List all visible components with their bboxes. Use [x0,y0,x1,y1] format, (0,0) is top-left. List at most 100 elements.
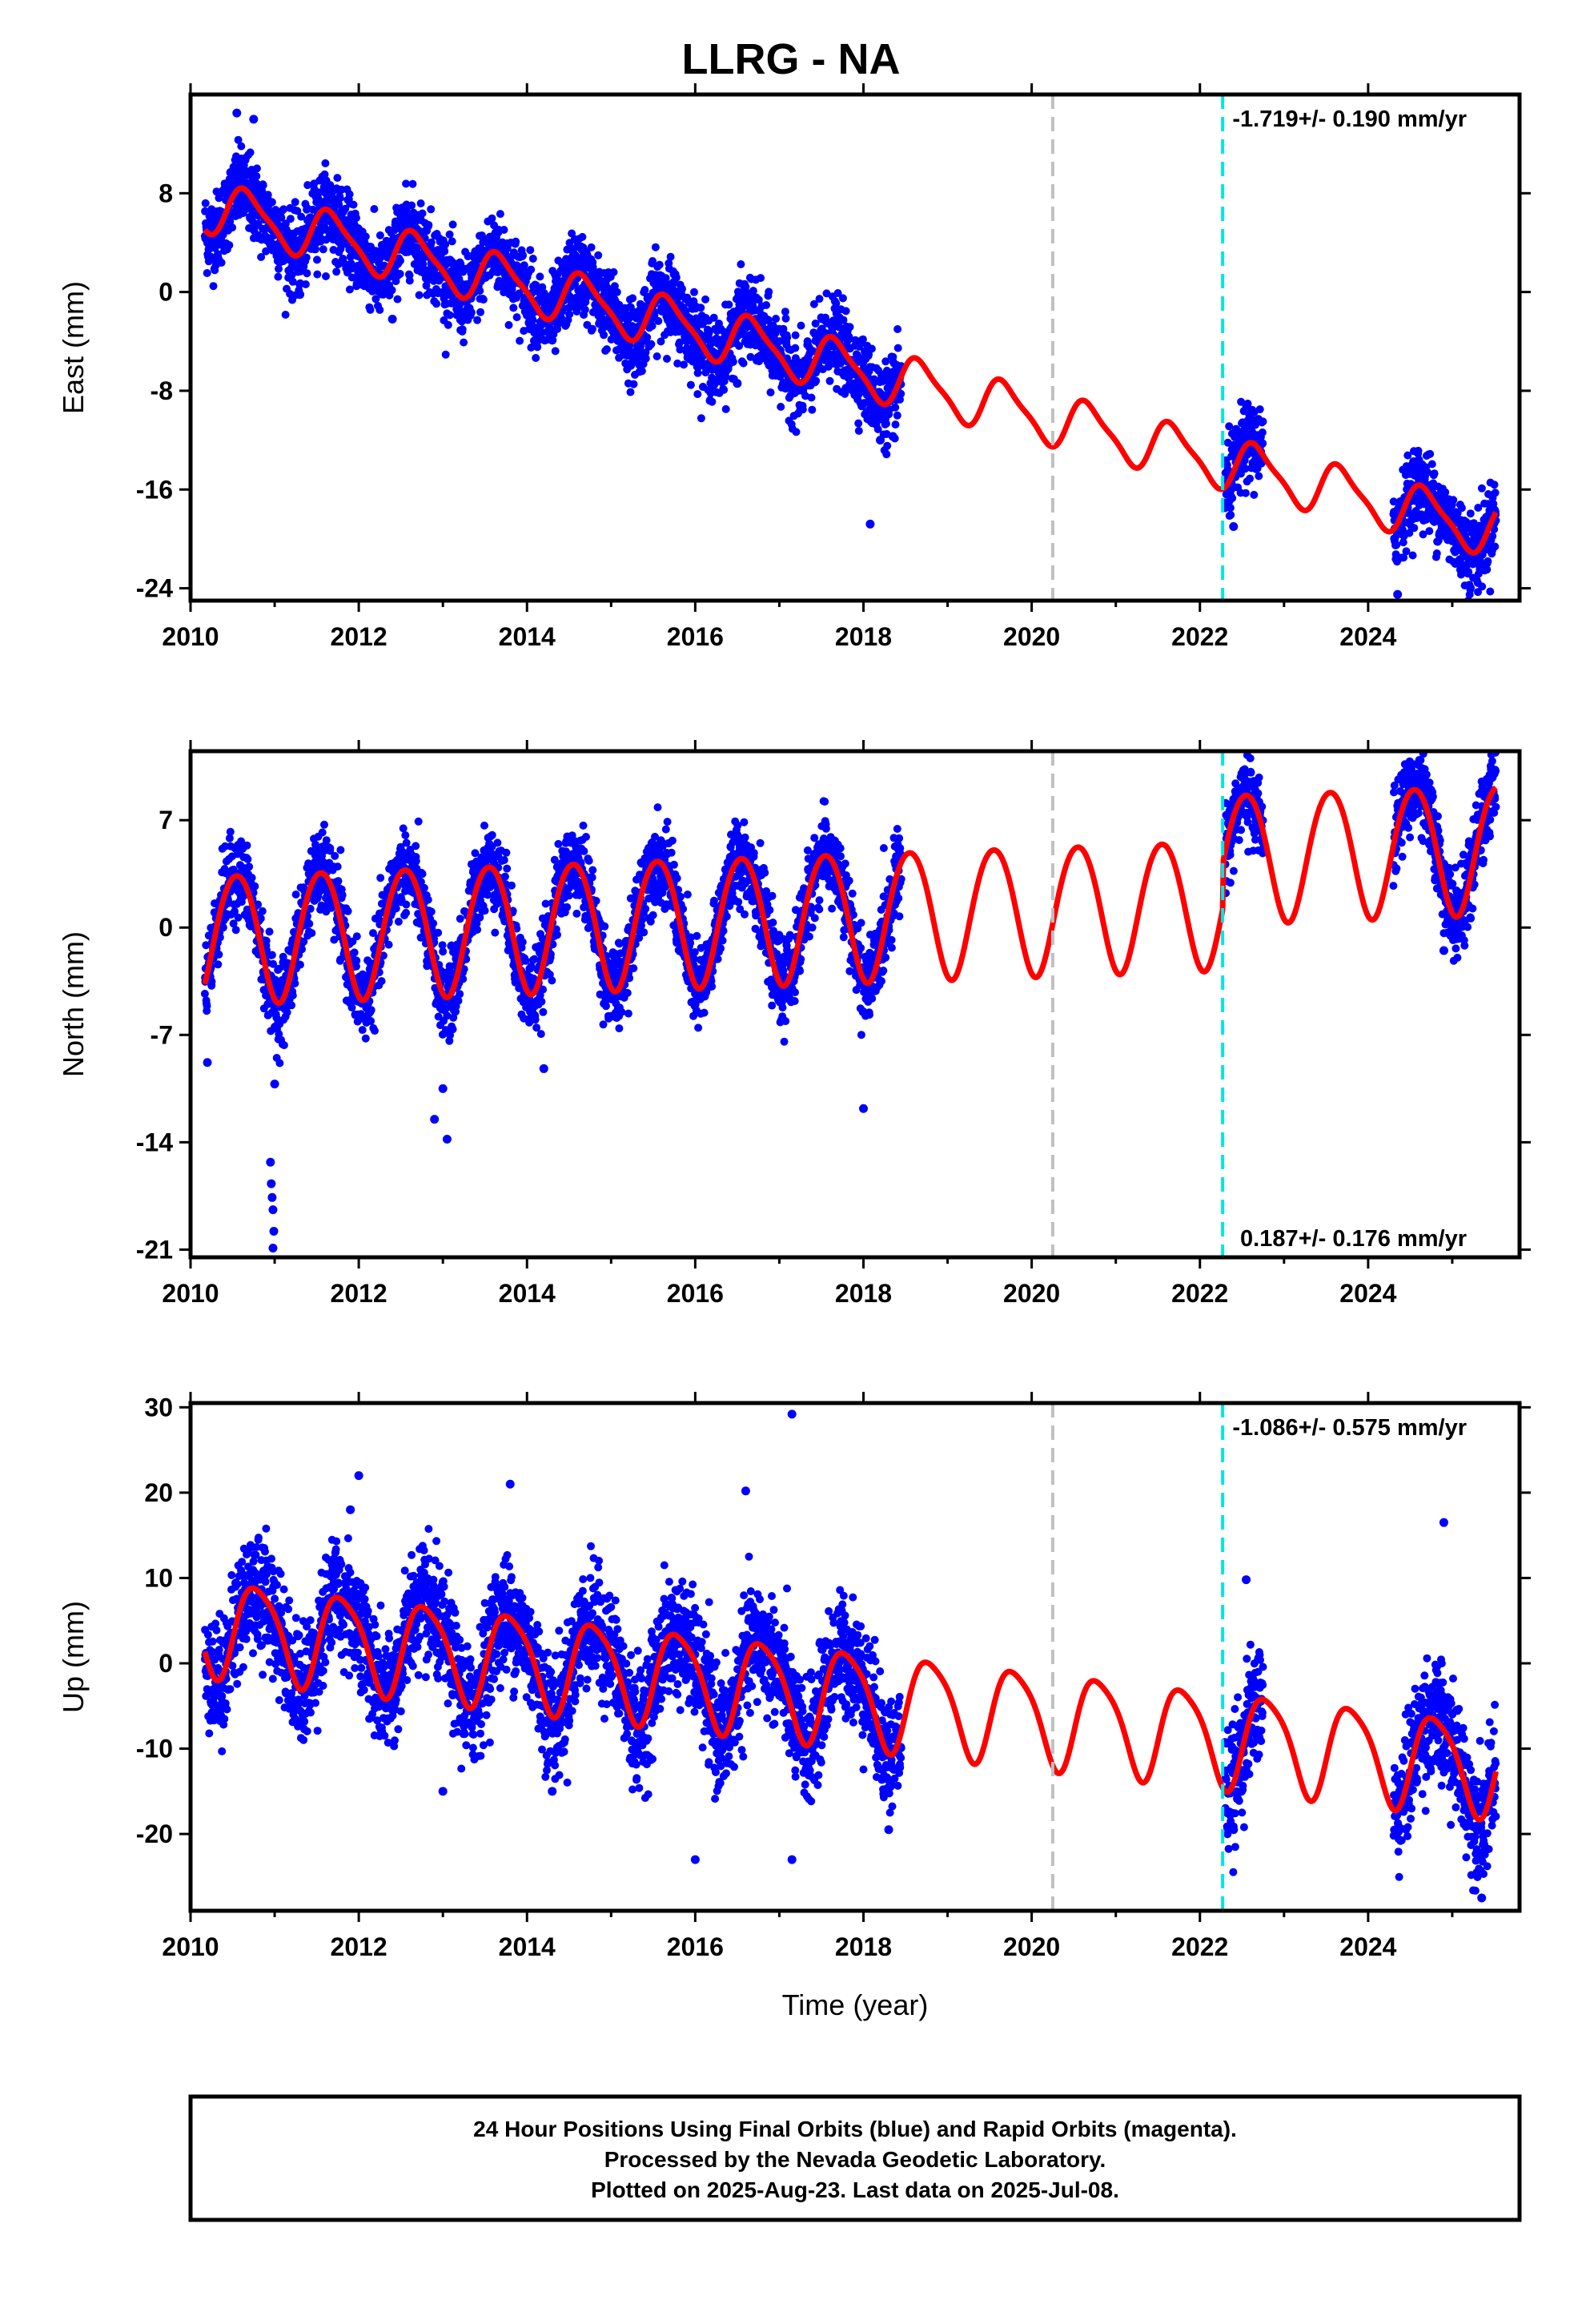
data-point [822,289,831,298]
data-point [246,148,255,157]
data-point [509,304,518,312]
data-point [832,299,841,308]
data-point [267,951,276,959]
data-point [247,874,256,882]
data-point [219,923,227,932]
data-point [322,836,331,845]
data-point [833,289,842,297]
data-point [460,965,468,974]
data-point [429,919,438,927]
data-point [311,840,319,849]
data-point [721,404,730,413]
data-point [402,908,411,917]
data-point [708,397,717,406]
data-point [418,870,427,879]
plot-area [200,108,1500,601]
data-point [527,265,536,274]
data-point [777,403,785,411]
data-point [515,289,524,298]
data-point [629,380,638,388]
data-point [375,231,384,239]
data-point [737,260,745,268]
data-point [454,996,463,1005]
data-point [243,854,252,863]
data-point [1464,568,1473,577]
data-point [578,232,587,241]
data-point [643,333,652,342]
data-point [237,837,246,846]
data-point [234,913,243,922]
data-point [424,221,433,229]
data-point [693,390,702,399]
data-point [1483,565,1492,574]
data-point [1491,542,1500,551]
data-point [334,877,343,886]
data-point [350,948,359,957]
data-point [746,352,755,361]
data-point [1410,524,1419,533]
data-point [448,1025,457,1034]
data-point [1259,439,1267,448]
data-point [491,928,500,937]
data-point [449,1013,458,1022]
data-point [858,335,867,344]
data-point [666,252,675,261]
data-point [565,310,574,319]
data-point [893,325,902,333]
data-point [1449,496,1458,505]
data-point [366,305,375,314]
data-point [640,286,649,294]
data-point [797,321,805,330]
data-point [476,287,484,296]
data-point [693,368,702,377]
data-point [352,956,361,965]
data-point [1474,504,1483,512]
data-point [536,272,544,281]
data-point [1250,490,1259,499]
data-point [214,960,223,969]
data-point [318,851,327,860]
data-point [839,316,848,324]
data-point [1489,500,1498,509]
y-tick-label: -16 [136,475,173,504]
data-point [676,345,685,354]
data-point [600,331,608,340]
data-point [1241,464,1250,473]
data-point [1477,484,1486,493]
data-point [302,253,311,262]
data-point [496,210,504,219]
data-point [729,357,737,366]
data-point [612,287,621,296]
data-point [384,940,393,949]
x-axis: 2010 2012 2014 2016 2018 2020 2022 2024 [162,83,1454,651]
data-point [1246,474,1255,483]
data-point [897,389,905,398]
data-point [215,933,224,942]
outlier-point [249,115,259,124]
data-point [263,191,272,199]
data-points-north [200,751,1500,1253]
data-point [291,979,299,987]
data-point [420,883,428,892]
x-tick-label: 2020 [1003,622,1060,651]
data-point [252,172,261,180]
data-point [1423,468,1431,476]
data-point [402,838,411,847]
data-point [444,320,452,329]
data-point [1419,530,1427,539]
x-tick-label: 2016 [667,622,724,651]
data-point [311,245,319,254]
data-point [414,817,423,826]
data-point [443,1011,452,1020]
data-point [838,294,847,303]
data-point [893,344,902,352]
data-point [399,824,408,833]
data-point [288,991,297,999]
data-point [226,827,235,836]
data-point [367,1017,375,1025]
data-point [686,380,695,389]
data-point [1408,551,1417,560]
data-point [341,204,350,213]
data-point [296,960,304,969]
data-point [1474,588,1482,597]
